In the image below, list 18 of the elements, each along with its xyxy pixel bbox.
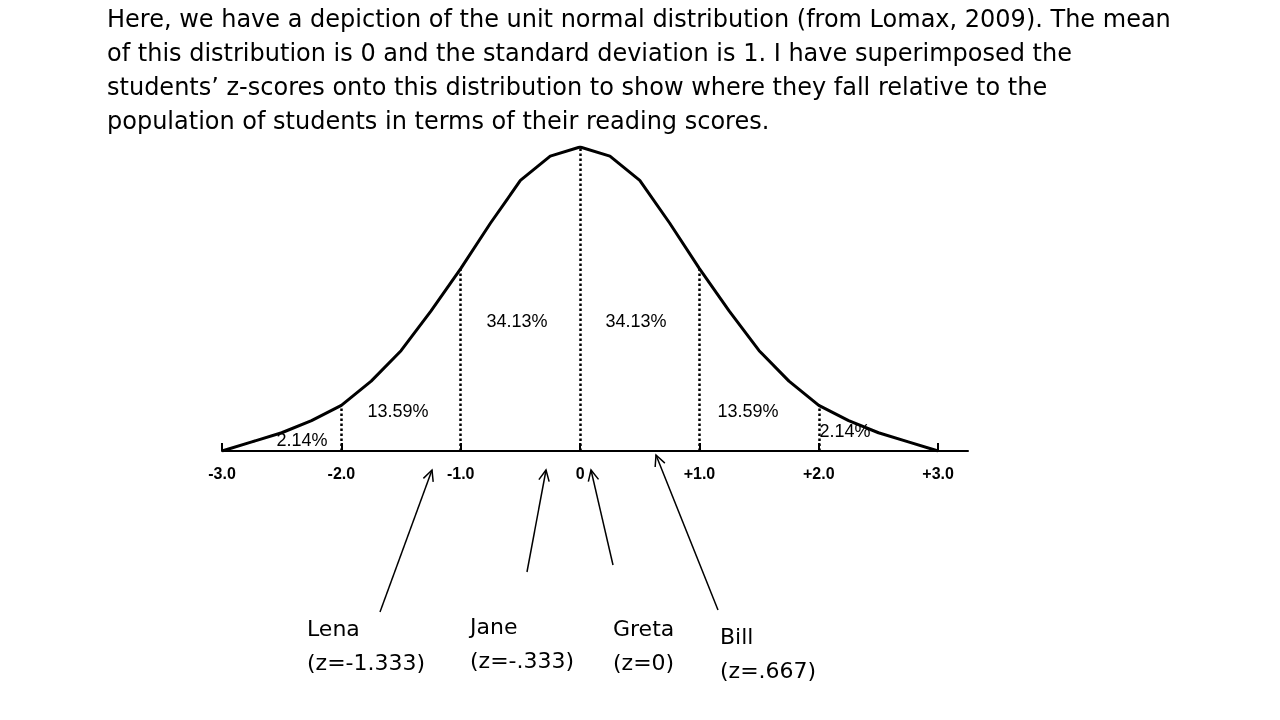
text: Lena (z=-1.333) xyxy=(307,615,426,677)
annotation: 13.59% xyxy=(717,401,779,421)
x-tick-label: +1.0 xyxy=(683,464,716,482)
annotation: 34.13% xyxy=(486,311,548,331)
text: Jane (z=-.333) xyxy=(470,613,575,675)
annotation: 13.59% xyxy=(367,401,429,421)
x-tick-label: +3.0 xyxy=(922,464,955,482)
text: Greta (z=0) xyxy=(613,615,675,677)
annotation: 2.14% xyxy=(276,430,328,450)
x-tick-label: +2.0 xyxy=(803,464,835,482)
x-tick-label: -2.0 xyxy=(327,464,356,482)
x-tick-label: -3.0 xyxy=(208,464,236,482)
x-tick-label: -1.0 xyxy=(446,464,475,482)
annotation: 2.14% xyxy=(819,421,871,441)
annotation: 34.13% xyxy=(605,311,667,331)
chart-title: Here, we have a depiction of the unit normal distribution (from Lomax, 2009). The mean of this distribution is 0 and the standard deviation is 1. I have superimposed the students’ z-scores onto this distribution to show where they fall relative to the population of students in terms of their reading scores. xyxy=(107,5,1179,135)
text: Bill (z=.667) xyxy=(720,623,817,685)
x-tick-label: 0 xyxy=(575,464,585,482)
